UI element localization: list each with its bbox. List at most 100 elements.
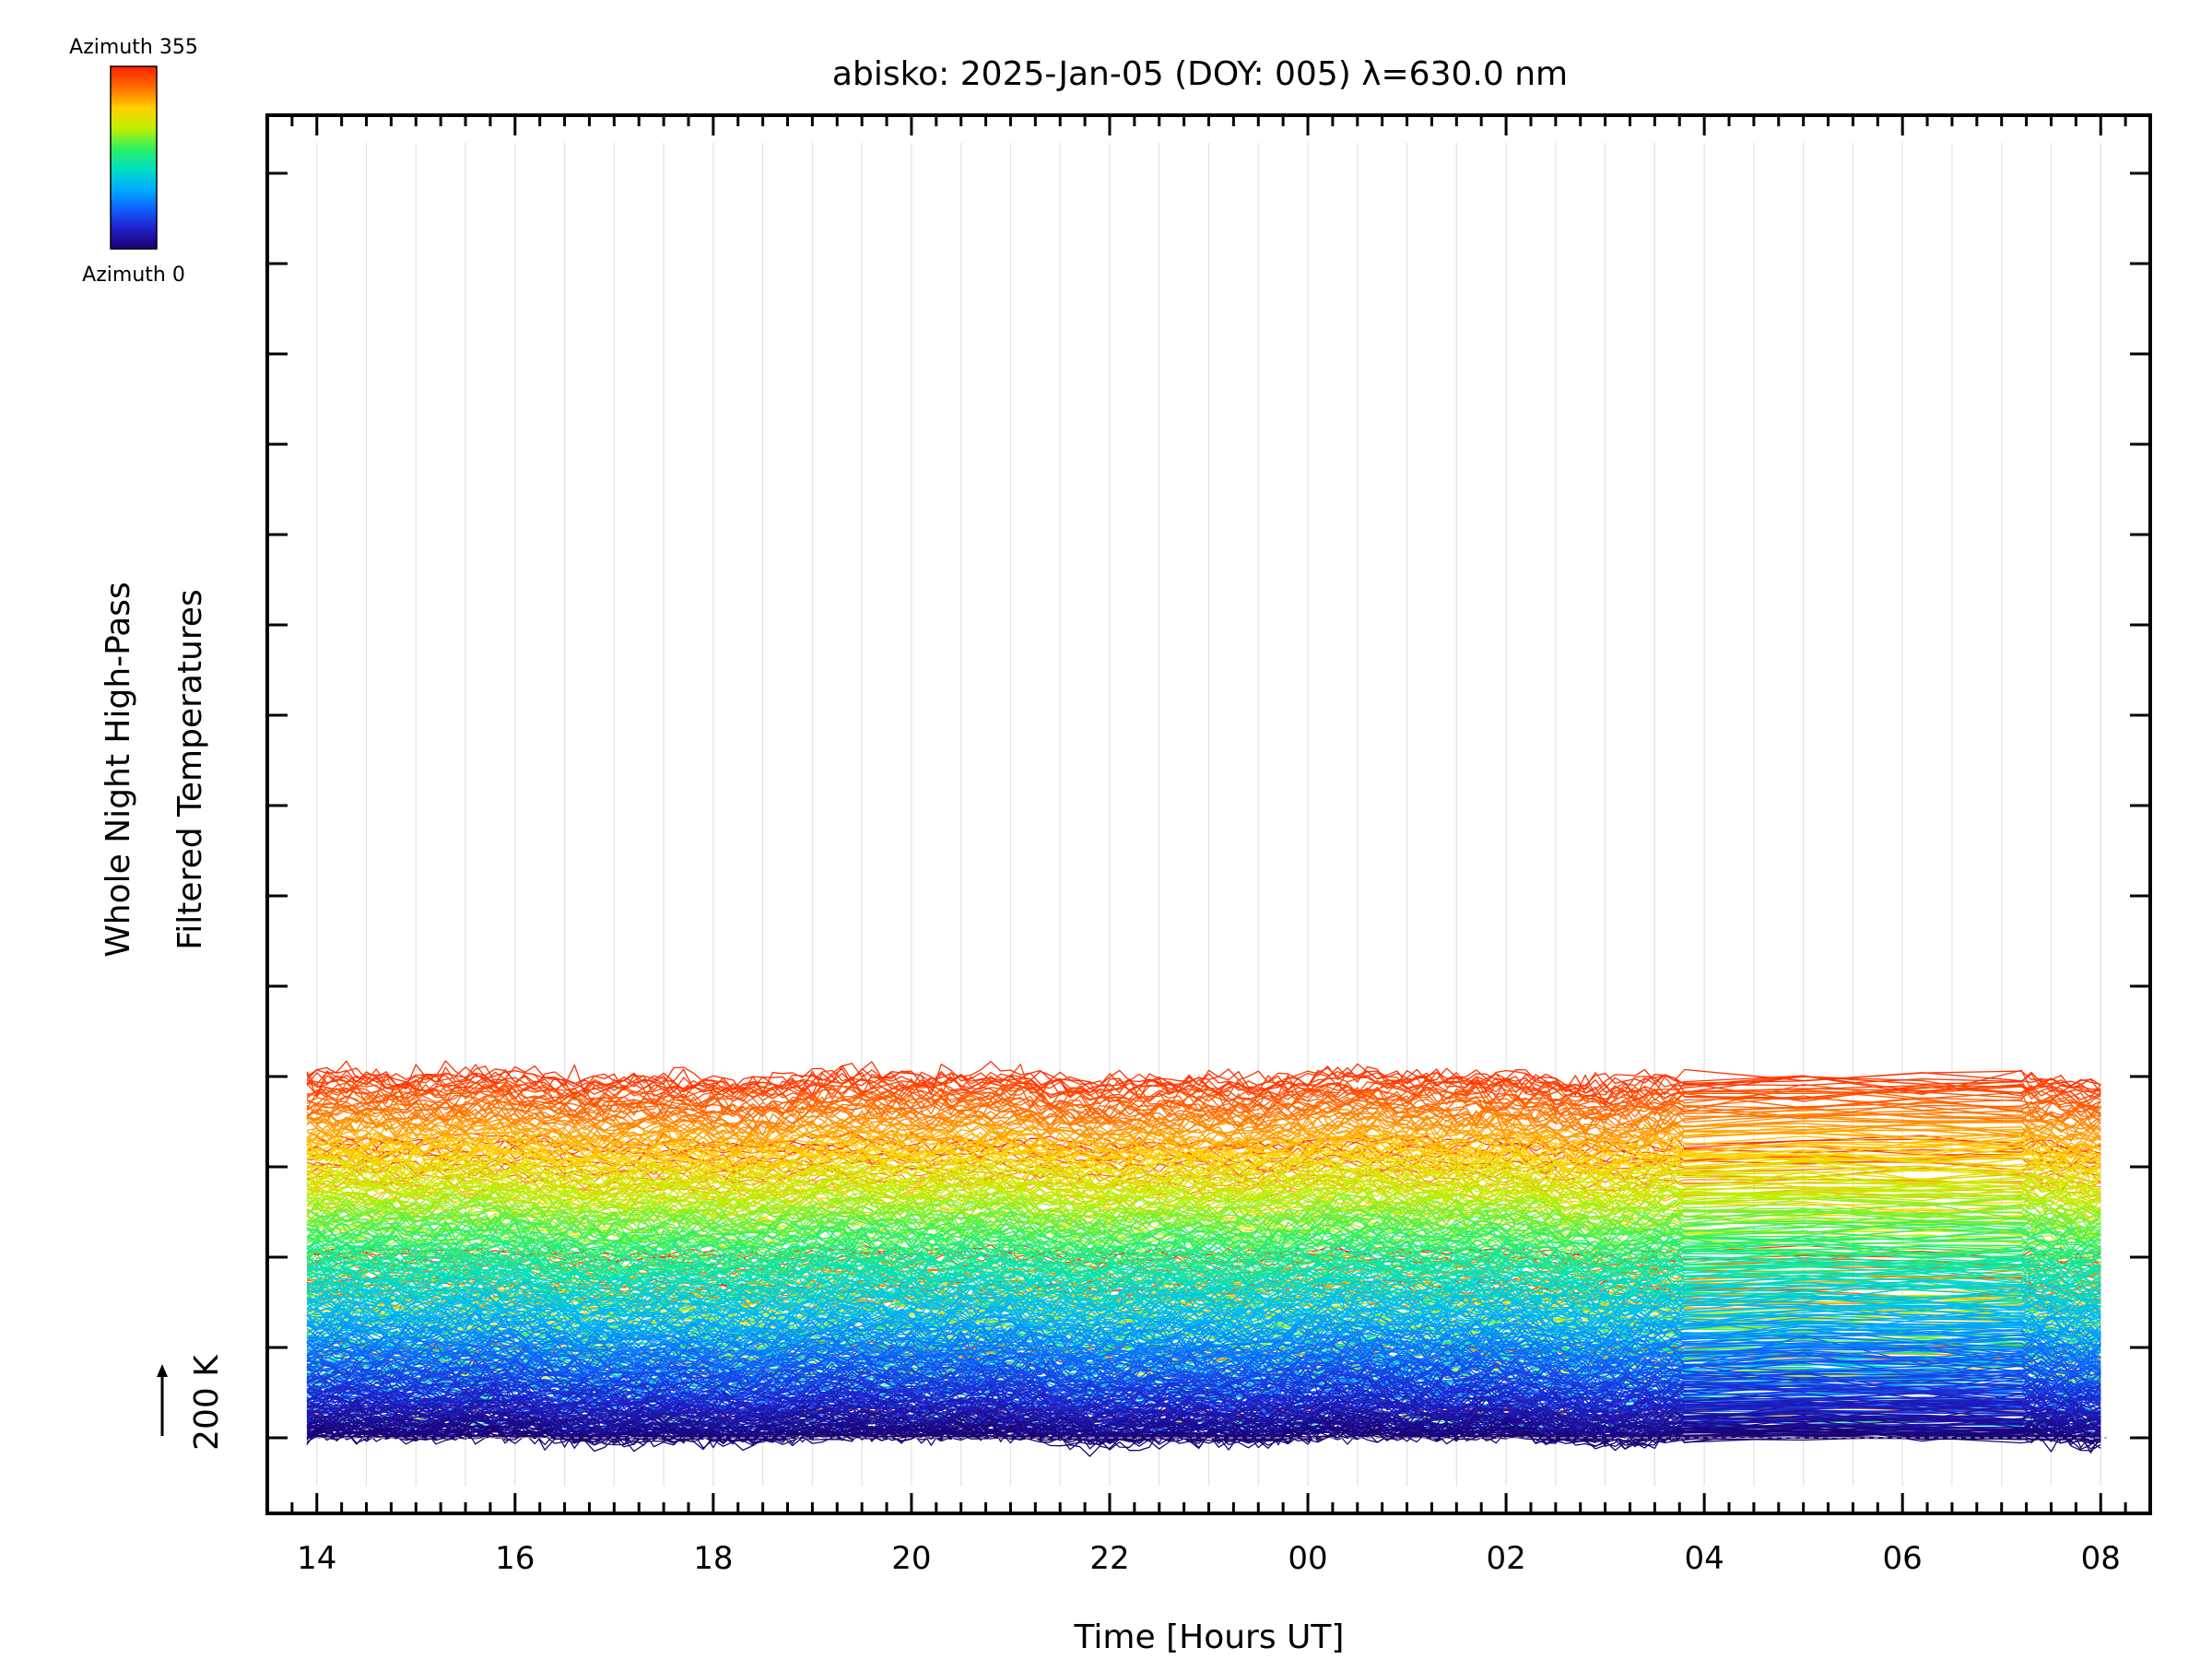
- series-line-ring-1: [306, 1397, 2101, 1432]
- series-line-ring-1: [306, 1194, 2101, 1229]
- series-line-ring-1: [306, 1220, 2101, 1257]
- series-line-ring-1: [306, 1162, 2101, 1195]
- series-line-ring-1: [306, 1285, 2101, 1316]
- x-tick-label: 08: [2081, 1540, 2121, 1577]
- series-line-ring-2: [306, 1260, 2101, 1296]
- scale-indicator: 200 K: [157, 1354, 226, 1451]
- series-line-ring-2: [306, 1190, 2101, 1224]
- series-line-ring-1: [306, 1396, 2101, 1433]
- series-line-ring-1: [306, 1097, 2101, 1142]
- series-line-ring-1: [306, 1255, 2101, 1290]
- series-line-ring-2: [306, 1295, 2101, 1332]
- y-axis-ticks: [267, 171, 2150, 1440]
- series-line-ring-1: [306, 1330, 2101, 1363]
- series-line-ring-1: [306, 1236, 2101, 1269]
- series-line-ring-1: [306, 1331, 2101, 1368]
- x-tick-label: 02: [1486, 1540, 1525, 1577]
- series-line-ring-1: [306, 1294, 2101, 1326]
- series-line-ring-1: [306, 1244, 2101, 1277]
- series-line-ring-1: [306, 1350, 2101, 1382]
- scale-arrow-icon: [157, 1364, 168, 1377]
- series-line-ring-1: [307, 1365, 2101, 1399]
- series-line-ring-1: [306, 1287, 2101, 1324]
- series-line-ring-4: [306, 1353, 2101, 1371]
- x-tick-label: 18: [693, 1540, 733, 1577]
- y-axis-label-line2: Filtered Temperatures: [171, 589, 209, 950]
- x-tick-label: 00: [1288, 1540, 1327, 1577]
- series-line-ring-1: [306, 1304, 2101, 1336]
- series-line-ring-2: [306, 1060, 2101, 1094]
- series-line-ring-1: [306, 1157, 2101, 1191]
- series-line-ring-1: [306, 1367, 2101, 1401]
- chart-title: abisko: 2025-Jan-05 (DOY: 005) λ=630.0 n…: [832, 55, 1568, 93]
- series-line-ring-2: [306, 1347, 2101, 1377]
- series-line-ring-1: [306, 1189, 2101, 1223]
- series-line-ring-1: [306, 1397, 2101, 1428]
- x-axis: 14 16 18 20 22 00 02 04 06 08: [290, 115, 2127, 1577]
- series-line-ring-3: [306, 1411, 2101, 1432]
- series-line-ring-1: [306, 1226, 2101, 1260]
- series-line-ring-1: [306, 1077, 2101, 1113]
- series-line-ring-2: [306, 1131, 2101, 1171]
- series-line-ring-1: [306, 1377, 2101, 1409]
- x-tick-label: 20: [891, 1540, 931, 1577]
- series-line-ring-1: [306, 1252, 2101, 1284]
- series-line-ring-2: [306, 1408, 2101, 1445]
- x-axis-label: Time [Hours UT]: [1074, 1618, 1345, 1656]
- series-line-ring-1: [306, 1166, 2101, 1202]
- series-line-ring-1: [306, 1226, 2101, 1257]
- colorbar-bottom-label: Azimuth 0: [82, 264, 185, 287]
- series-line-ring-1: [306, 1358, 2101, 1390]
- colorbar-top-label: Azimuth 355: [69, 36, 198, 59]
- series-line-ring-1: [306, 1093, 2101, 1124]
- series-line-ring-1: [306, 1123, 2101, 1159]
- series-line-ring-1: [306, 1124, 2101, 1154]
- series-line-ring-1: [306, 1323, 2101, 1359]
- series-line-ring-2: [306, 1296, 2101, 1334]
- series-line-ring-1: [306, 1382, 2101, 1423]
- series-line-ring-1: [306, 1074, 2101, 1109]
- series-line-ring-1: [306, 1212, 2101, 1243]
- series-line-ring-1: [306, 1362, 2101, 1393]
- series-line-ring-1: [306, 1139, 2101, 1176]
- series-line-ring-1: [306, 1211, 2101, 1248]
- series-line-ring-1: [306, 1366, 2101, 1405]
- series-line-ring-1: [306, 1116, 2101, 1152]
- colorbar-gradient: [110, 65, 158, 250]
- series-line-ring-1: [306, 1346, 2101, 1372]
- y-axis-label-line1: Whole Night High-Pass: [100, 582, 137, 958]
- x-tick-label: 14: [297, 1540, 336, 1577]
- series-line-ring-1: [306, 1420, 2101, 1457]
- series-line-ring-1: [306, 1266, 2101, 1305]
- series-line-ring-1: [306, 1103, 2101, 1141]
- series-line-ring-2: [306, 1365, 2101, 1404]
- series-line-ring-1: [306, 1254, 2101, 1291]
- series-line-ring-1: [306, 1124, 2101, 1155]
- series-line-ring-1: [306, 1418, 2101, 1453]
- series-line-ring-1: [306, 1198, 2101, 1233]
- series-line-ring-1: [306, 1230, 2101, 1265]
- series-line-ring-1: [306, 1131, 2101, 1164]
- series-line-ring-1: [306, 1403, 2101, 1436]
- scale-label: 200 K: [188, 1354, 226, 1451]
- series-line-ring-1: [306, 1096, 2101, 1129]
- series-line-ring-1: [306, 1306, 2101, 1342]
- series-line-ring-2: [306, 1174, 2101, 1210]
- series-line-ring-5: [306, 1279, 2101, 1293]
- series-line-ring-1: [306, 1063, 2101, 1095]
- series-line-ring-1: [306, 1269, 2101, 1306]
- series-line-ring-2: [306, 1147, 2101, 1183]
- series-line-ring-1: [306, 1071, 2101, 1107]
- x-tick-label: 16: [495, 1540, 535, 1577]
- series-line-ring-2: [306, 1378, 2101, 1414]
- traces: [306, 1060, 2101, 1457]
- x-tick-label: 06: [1883, 1540, 1923, 1577]
- series-line-ring-1: [306, 1276, 2101, 1312]
- x-tick-label: 04: [1684, 1540, 1724, 1577]
- series-line-ring-1: [306, 1205, 2101, 1241]
- series-line-ring-3: [306, 1337, 2101, 1363]
- series-line-ring-1: [306, 1312, 2101, 1347]
- colorbar: Azimuth 355 Azimuth 0: [69, 36, 198, 287]
- x-tick-label: 22: [1089, 1540, 1129, 1577]
